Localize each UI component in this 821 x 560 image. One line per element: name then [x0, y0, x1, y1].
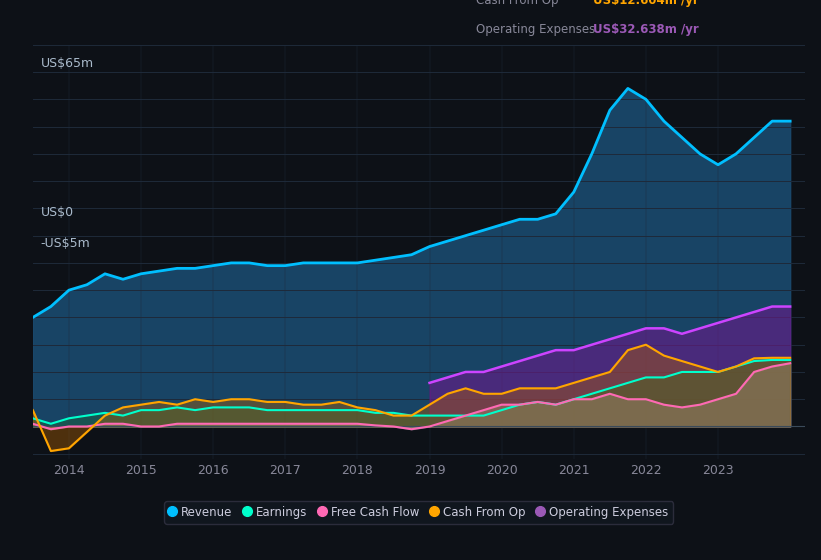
Legend: Revenue, Earnings, Free Cash Flow, Cash From Op, Operating Expenses: Revenue, Earnings, Free Cash Flow, Cash … [164, 501, 673, 524]
Text: US$0: US$0 [40, 206, 74, 219]
Text: US$65m: US$65m [40, 57, 94, 70]
Text: US$32.638m /yr: US$32.638m /yr [594, 23, 699, 36]
Text: US$12.604m /yr: US$12.604m /yr [594, 0, 699, 7]
Text: Cash From Op: Cash From Op [476, 0, 558, 7]
Text: -US$5m: -US$5m [40, 237, 90, 250]
Text: Operating Expenses: Operating Expenses [476, 23, 595, 36]
